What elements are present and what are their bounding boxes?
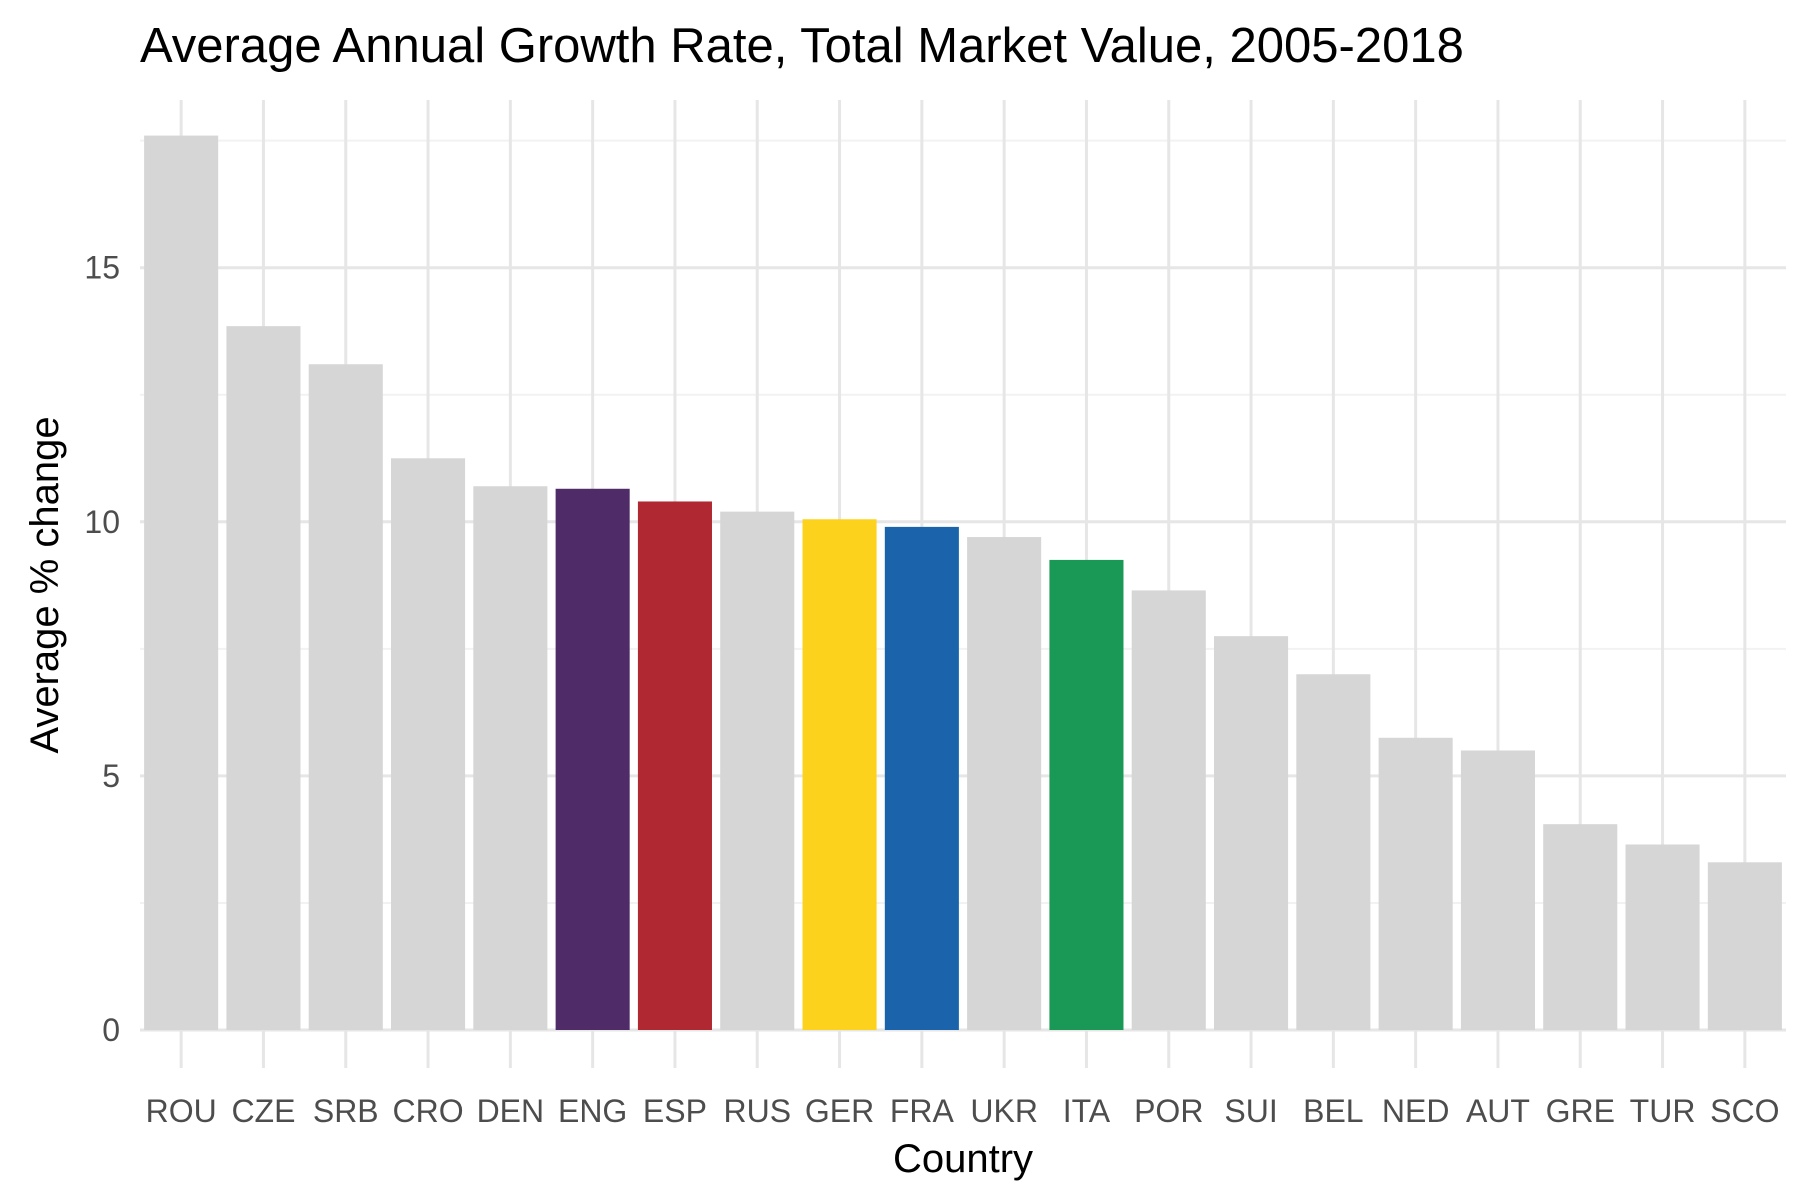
x-tick-label-ita: ITA — [1063, 1093, 1111, 1129]
bar-ger — [802, 519, 877, 1030]
x-tick-label-aut: AUT — [1466, 1093, 1530, 1129]
bar-ukr — [967, 537, 1042, 1030]
x-tick-label-rou: ROU — [146, 1093, 217, 1129]
bar-gre — [1543, 824, 1618, 1030]
x-tick-label-esp: ESP — [643, 1093, 707, 1129]
y-tick-label: 5 — [102, 758, 120, 794]
bar-rou — [144, 135, 219, 1030]
x-tick-label-ned: NED — [1382, 1093, 1450, 1129]
y-tick-label: 0 — [102, 1012, 120, 1048]
x-tick-label-eng: ENG — [558, 1093, 627, 1129]
bar-sui — [1214, 636, 1289, 1030]
x-tick-label-fra: FRA — [890, 1093, 955, 1129]
bar-srb — [308, 364, 383, 1030]
x-tick-label-ukr: UKR — [970, 1093, 1038, 1129]
y-axis-ticks: 0 5 10 15 — [84, 250, 120, 1048]
bar-esp — [637, 501, 712, 1030]
x-tick-label-cze: CZE — [231, 1093, 295, 1129]
bar-cze — [226, 326, 301, 1030]
bar-rus — [720, 511, 795, 1030]
chart-title: Average Annual Growth Rate, Total Market… — [140, 19, 1464, 73]
y-tick-label: 10 — [84, 504, 120, 540]
x-tick-label-cro: CRO — [392, 1093, 463, 1129]
x-tick-label-sui: SUI — [1224, 1093, 1277, 1129]
bar-fra — [884, 526, 959, 1030]
bar-aut — [1460, 750, 1535, 1030]
x-tick-label-gre: GRE — [1546, 1093, 1615, 1129]
x-axis-ticks: ROU CZE SRB CRO DEN ENG ESP RUS GER FRA UKR ITA POR S… — [146, 1093, 1780, 1129]
bar-tur — [1625, 844, 1700, 1030]
x-axis-title: Country — [893, 1137, 1033, 1181]
grid-lines — [140, 100, 1786, 1068]
bar-cro — [391, 458, 466, 1030]
x-tick-label-tur: TUR — [1630, 1093, 1696, 1129]
x-tick-label-por: POR — [1134, 1093, 1203, 1129]
x-tick-label-ger: GER — [805, 1093, 874, 1129]
x-tick-label-bel: BEL — [1303, 1093, 1363, 1129]
bar-eng — [555, 488, 630, 1030]
x-tick-label-rus: RUS — [723, 1093, 791, 1129]
bar-sco — [1707, 862, 1782, 1030]
x-tick-label-den: DEN — [477, 1093, 545, 1129]
bar-bel — [1296, 674, 1371, 1030]
bar-ita — [1049, 559, 1124, 1030]
bar-ned — [1378, 737, 1453, 1030]
y-axis-title: Average % change — [23, 416, 67, 753]
x-tick-label-srb: SRB — [313, 1093, 379, 1129]
bar-por — [1131, 590, 1206, 1030]
y-tick-label: 15 — [84, 250, 120, 286]
bar-den — [473, 486, 548, 1031]
x-tick-label-sco: SCO — [1710, 1093, 1779, 1129]
bars — [144, 135, 1782, 1031]
